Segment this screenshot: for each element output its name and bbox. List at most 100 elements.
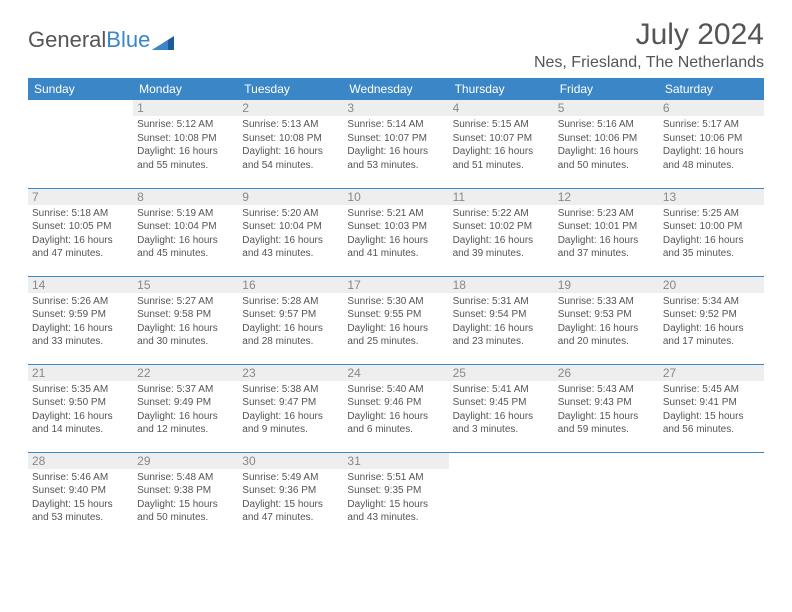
sunset-text: Sunset: 9:46 PM [347, 396, 444, 410]
day-info: Sunrise: 5:20 AMSunset: 10:04 PMDaylight… [242, 207, 339, 261]
sunrise-text: Sunrise: 5:18 AM [32, 207, 129, 221]
day-number: 20 [659, 277, 764, 293]
sunrise-text: Sunrise: 5:17 AM [663, 118, 760, 132]
day-info: Sunrise: 5:34 AMSunset: 9:52 PMDaylight:… [663, 295, 760, 349]
day-header-row: Sunday Monday Tuesday Wednesday Thursday… [28, 78, 764, 100]
calendar-cell: 11Sunrise: 5:22 AMSunset: 10:02 PMDaylig… [449, 188, 554, 276]
calendar-cell: 27Sunrise: 5:45 AMSunset: 9:41 PMDayligh… [659, 364, 764, 452]
daylight-text: Daylight: 16 hours [137, 145, 234, 159]
daylight-text: Daylight: 15 hours [558, 410, 655, 424]
day-number: 27 [659, 365, 764, 381]
day-number: 18 [449, 277, 554, 293]
daylight-text: and 47 minutes. [242, 511, 339, 525]
calendar-cell: 1Sunrise: 5:12 AMSunset: 10:08 PMDayligh… [133, 100, 238, 188]
day-info: Sunrise: 5:15 AMSunset: 10:07 PMDaylight… [453, 118, 550, 172]
sunset-text: Sunset: 10:05 PM [32, 220, 129, 234]
sunset-text: Sunset: 9:45 PM [453, 396, 550, 410]
calendar-cell: 16Sunrise: 5:28 AMSunset: 9:57 PMDayligh… [238, 276, 343, 364]
calendar-cell [449, 452, 554, 540]
sunset-text: Sunset: 9:58 PM [137, 308, 234, 322]
calendar-cell: 4 Sunrise: 5:15 AMSunset: 10:07 PMDayligh… [449, 100, 554, 188]
calendar-cell: 30Sunrise: 5:49 AMSunset: 9:36 PMDayligh… [238, 452, 343, 540]
daylight-text: Daylight: 16 hours [663, 234, 760, 248]
calendar-row: 14Sunrise: 5:26 AMSunset: 9:59 PMDayligh… [28, 276, 764, 364]
sunrise-text: Sunrise: 5:19 AM [137, 207, 234, 221]
calendar-cell [28, 100, 133, 188]
sunrise-text: Sunrise: 5:49 AM [242, 471, 339, 485]
sunset-text: Sunset: 9:49 PM [137, 396, 234, 410]
day-header: Thursday [449, 78, 554, 100]
day-info: Sunrise: 5:17 AMSunset: 10:06 PMDaylight… [663, 118, 760, 172]
sunset-text: Sunset: 9:43 PM [558, 396, 655, 410]
day-number: 22 [133, 365, 238, 381]
sunset-text: Sunset: 9:38 PM [137, 484, 234, 498]
sunrise-text: Sunrise: 5:12 AM [137, 118, 234, 132]
calendar-cell: 18Sunrise: 5:31 AMSunset: 9:54 PMDayligh… [449, 276, 554, 364]
sunset-text: Sunset: 9:50 PM [32, 396, 129, 410]
daylight-text: and 14 minutes. [32, 423, 129, 437]
daylight-text: and 41 minutes. [347, 247, 444, 261]
day-number: 15 [133, 277, 238, 293]
day-info: Sunrise: 5:12 AMSunset: 10:08 PMDaylight… [137, 118, 234, 172]
sunset-text: Sunset: 9:55 PM [347, 308, 444, 322]
calendar-cell: 15Sunrise: 5:27 AMSunset: 9:58 PMDayligh… [133, 276, 238, 364]
day-info: Sunrise: 5:37 AMSunset: 9:49 PMDaylight:… [137, 383, 234, 437]
day-info: Sunrise: 5:51 AMSunset: 9:35 PMDaylight:… [347, 471, 444, 525]
day-number: 4 [449, 100, 554, 116]
calendar-cell: 14Sunrise: 5:26 AMSunset: 9:59 PMDayligh… [28, 276, 133, 364]
day-info: Sunrise: 5:48 AMSunset: 9:38 PMDaylight:… [137, 471, 234, 525]
day-info: Sunrise: 5:13 AMSunset: 10:08 PMDaylight… [242, 118, 339, 172]
sunrise-text: Sunrise: 5:13 AM [242, 118, 339, 132]
logo-triangle-icon [152, 30, 174, 56]
calendar-cell: 19Sunrise: 5:33 AMSunset: 9:53 PMDayligh… [554, 276, 659, 364]
calendar-cell: 24Sunrise: 5:40 AMSunset: 9:46 PMDayligh… [343, 364, 448, 452]
day-info: Sunrise: 5:46 AMSunset: 9:40 PMDaylight:… [32, 471, 129, 525]
sunrise-text: Sunrise: 5:34 AM [663, 295, 760, 309]
calendar-cell: 8Sunrise: 5:19 AMSunset: 10:04 PMDayligh… [133, 188, 238, 276]
calendar-cell: 31 Sunrise: 5:51 AMSunset: 9:35 PMDayligh… [343, 452, 448, 540]
sunset-text: Sunset: 10:00 PM [663, 220, 760, 234]
sunset-text: Sunset: 10:01 PM [558, 220, 655, 234]
daylight-text: and 6 minutes. [347, 423, 444, 437]
sunset-text: Sunset: 9:41 PM [663, 396, 760, 410]
sunrise-text: Sunrise: 5:30 AM [347, 295, 444, 309]
daylight-text: Daylight: 15 hours [242, 498, 339, 512]
daylight-text: Daylight: 16 hours [453, 234, 550, 248]
sunset-text: Sunset: 9:53 PM [558, 308, 655, 322]
sunrise-text: Sunrise: 5:26 AM [32, 295, 129, 309]
daylight-text: Daylight: 16 hours [32, 234, 129, 248]
calendar-row: 7Sunrise: 5:18 AMSunset: 10:05 PMDayligh… [28, 188, 764, 276]
sunrise-text: Sunrise: 5:43 AM [558, 383, 655, 397]
daylight-text: Daylight: 16 hours [558, 234, 655, 248]
sunset-text: Sunset: 10:08 PM [137, 132, 234, 146]
sunset-text: Sunset: 10:07 PM [347, 132, 444, 146]
day-info: Sunrise: 5:41 AMSunset: 9:45 PMDaylight:… [453, 383, 550, 437]
sunset-text: Sunset: 9:47 PM [242, 396, 339, 410]
calendar-cell: 21Sunrise: 5:35 AMSunset: 9:50 PMDayligh… [28, 364, 133, 452]
calendar-row: 1Sunrise: 5:12 AMSunset: 10:08 PMDayligh… [28, 100, 764, 188]
daylight-text: and 43 minutes. [347, 511, 444, 525]
sunrise-text: Sunrise: 5:23 AM [558, 207, 655, 221]
sunset-text: Sunset: 10:03 PM [347, 220, 444, 234]
day-info: Sunrise: 5:38 AMSunset: 9:47 PMDaylight:… [242, 383, 339, 437]
daylight-text: and 50 minutes. [137, 511, 234, 525]
calendar-cell: 17Sunrise: 5:30 AMSunset: 9:55 PMDayligh… [343, 276, 448, 364]
day-number: 25 [449, 365, 554, 381]
calendar-cell: 20 Sunrise: 5:34 AMSunset: 9:52 PMDayligh… [659, 276, 764, 364]
daylight-text: and 17 minutes. [663, 335, 760, 349]
day-number: 5 [554, 100, 659, 116]
calendar-cell: 29Sunrise: 5:48 AMSunset: 9:38 PMDayligh… [133, 452, 238, 540]
sunset-text: Sunset: 9:57 PM [242, 308, 339, 322]
day-number: 2 [238, 100, 343, 116]
day-header: Friday [554, 78, 659, 100]
logo: GeneralBlue [28, 18, 174, 56]
day-info: Sunrise: 5:43 AMSunset: 9:43 PMDaylight:… [558, 383, 655, 437]
daylight-text: Daylight: 16 hours [347, 234, 444, 248]
day-number: 19 [554, 277, 659, 293]
daylight-text: Daylight: 16 hours [663, 145, 760, 159]
sunrise-text: Sunrise: 5:46 AM [32, 471, 129, 485]
day-number: 16 [238, 277, 343, 293]
sunrise-text: Sunrise: 5:45 AM [663, 383, 760, 397]
daylight-text: and 47 minutes. [32, 247, 129, 261]
day-number: 31 [343, 453, 448, 469]
